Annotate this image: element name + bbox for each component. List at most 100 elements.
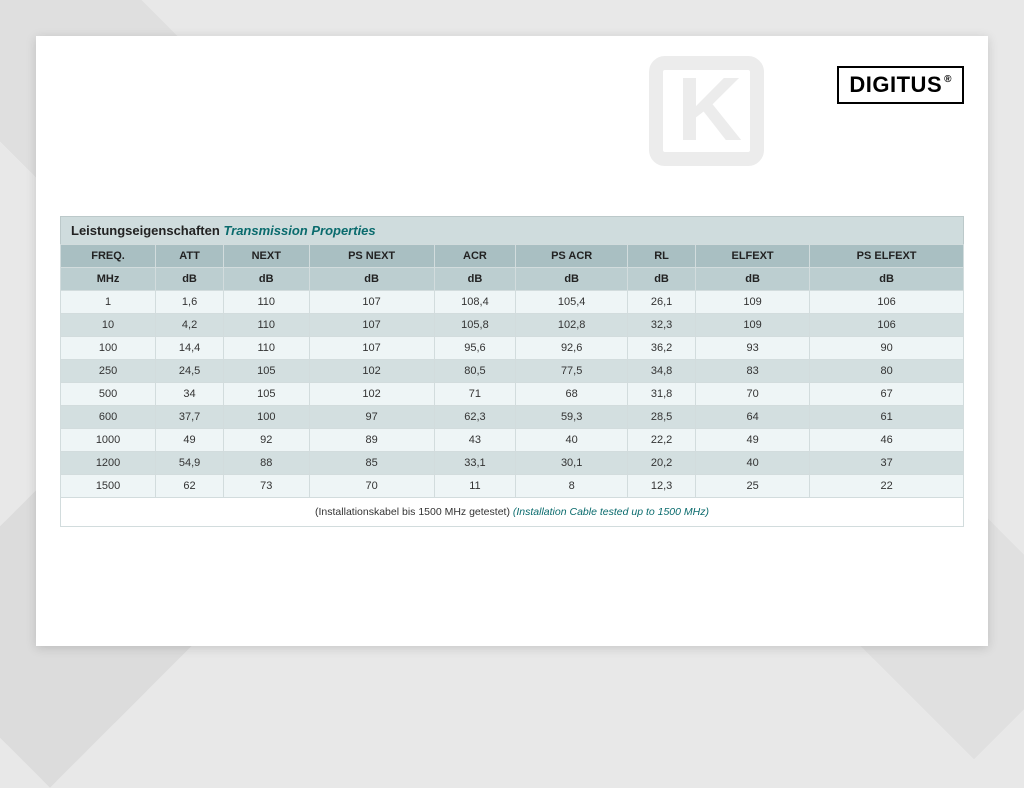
table-cell: 11	[434, 475, 516, 498]
brand-logo-text: DIGITUS	[849, 72, 942, 98]
table-cell: 106	[810, 314, 964, 337]
column-unit: dB	[695, 268, 809, 291]
column-unit: dB	[628, 268, 696, 291]
table-row: 50034105102716831,87067	[61, 383, 964, 406]
table-cell: 102	[309, 383, 434, 406]
column-header: NEXT	[223, 245, 309, 268]
table-cell: 40	[516, 429, 628, 452]
column-header: RL	[628, 245, 696, 268]
footnote-de: (Installationskabel bis 1500 MHz geteste…	[315, 506, 510, 518]
table-cell: 37,7	[156, 406, 224, 429]
column-unit: dB	[309, 268, 434, 291]
table-units-row: MHzdBdBdBdBdBdBdBdB	[61, 268, 964, 291]
table-cell: 24,5	[156, 360, 224, 383]
table-cell: 34,8	[628, 360, 696, 383]
table-cell: 106	[810, 291, 964, 314]
brand-logo-registered: ®	[944, 74, 952, 85]
column-header: FREQ.	[61, 245, 156, 268]
table-cell: 600	[61, 406, 156, 429]
table-cell: 105,8	[434, 314, 516, 337]
table-cell: 32,3	[628, 314, 696, 337]
brand-logo: DIGITUS®	[837, 66, 964, 104]
table-cell: 40	[695, 452, 809, 475]
watermark-letter: K	[649, 56, 764, 166]
table-cell: 85	[309, 452, 434, 475]
table-cell: 107	[309, 314, 434, 337]
table-title: Leistungseigenschaften Transmission Prop…	[60, 216, 964, 244]
table-footnote: (Installationskabel bis 1500 MHz geteste…	[60, 498, 964, 527]
table-cell: 110	[223, 291, 309, 314]
table-row: 1000499289434022,24946	[61, 429, 964, 452]
column-header: ATT	[156, 245, 224, 268]
column-unit: dB	[434, 268, 516, 291]
table-cell: 110	[223, 314, 309, 337]
footnote-en: (Installation Cable tested up to 1500 MH…	[513, 506, 709, 518]
table-header-row: FREQ.ATTNEXTPS NEXTACRPS ACRRLELFEXTPS E…	[61, 245, 964, 268]
table-cell: 70	[695, 383, 809, 406]
table-cell: 8	[516, 475, 628, 498]
table-head: FREQ.ATTNEXTPS NEXTACRPS ACRRLELFEXTPS E…	[61, 245, 964, 291]
table-cell: 12,3	[628, 475, 696, 498]
table-cell: 93	[695, 337, 809, 360]
table-cell: 88	[223, 452, 309, 475]
table-row: 25024,510510280,577,534,88380	[61, 360, 964, 383]
table-row: 10014,411010795,692,636,29390	[61, 337, 964, 360]
table-row: 60037,71009762,359,328,56461	[61, 406, 964, 429]
table-cell: 108,4	[434, 291, 516, 314]
table-cell: 83	[695, 360, 809, 383]
column-unit: dB	[223, 268, 309, 291]
column-header: PS NEXT	[309, 245, 434, 268]
table-cell: 67	[810, 383, 964, 406]
table-cell: 28,5	[628, 406, 696, 429]
table-cell: 1	[61, 291, 156, 314]
table-cell: 31,8	[628, 383, 696, 406]
table-cell: 1000	[61, 429, 156, 452]
table-cell: 105	[223, 383, 309, 406]
table-cell: 80	[810, 360, 964, 383]
table-cell: 59,3	[516, 406, 628, 429]
table-cell: 22	[810, 475, 964, 498]
table-cell: 4,2	[156, 314, 224, 337]
table-cell: 1500	[61, 475, 156, 498]
table-cell: 107	[309, 291, 434, 314]
column-unit: dB	[810, 268, 964, 291]
column-unit: dB	[156, 268, 224, 291]
table-cell: 109	[695, 291, 809, 314]
table-cell: 64	[695, 406, 809, 429]
table-cell: 10	[61, 314, 156, 337]
table-cell: 20,2	[628, 452, 696, 475]
table-cell: 92	[223, 429, 309, 452]
table-cell: 90	[810, 337, 964, 360]
table-cell: 71	[434, 383, 516, 406]
table-cell: 25	[695, 475, 809, 498]
column-header: ELFEXT	[695, 245, 809, 268]
table-cell: 62,3	[434, 406, 516, 429]
table-cell: 77,5	[516, 360, 628, 383]
table-cell: 110	[223, 337, 309, 360]
table-cell: 49	[695, 429, 809, 452]
table-cell: 250	[61, 360, 156, 383]
table-row: 120054,9888533,130,120,24037	[61, 452, 964, 475]
table-cell: 107	[309, 337, 434, 360]
table-cell: 102	[309, 360, 434, 383]
table-cell: 109	[695, 314, 809, 337]
table-cell: 73	[223, 475, 309, 498]
table-cell: 49	[156, 429, 224, 452]
column-header: ACR	[434, 245, 516, 268]
table-cell: 70	[309, 475, 434, 498]
table-cell: 22,2	[628, 429, 696, 452]
column-unit: MHz	[61, 268, 156, 291]
table-cell: 1200	[61, 452, 156, 475]
table-cell: 100	[61, 337, 156, 360]
transmission-table-section: Leistungseigenschaften Transmission Prop…	[60, 216, 964, 527]
table-cell: 100	[223, 406, 309, 429]
table-cell: 54,9	[156, 452, 224, 475]
transmission-table: FREQ.ATTNEXTPS NEXTACRPS ACRRLELFEXTPS E…	[60, 244, 964, 498]
table-cell: 95,6	[434, 337, 516, 360]
table-cell: 26,1	[628, 291, 696, 314]
table-cell: 62	[156, 475, 224, 498]
page-header: K DIGITUS®	[60, 56, 964, 186]
table-cell: 1,6	[156, 291, 224, 314]
column-header: PS ACR	[516, 245, 628, 268]
table-cell: 43	[434, 429, 516, 452]
